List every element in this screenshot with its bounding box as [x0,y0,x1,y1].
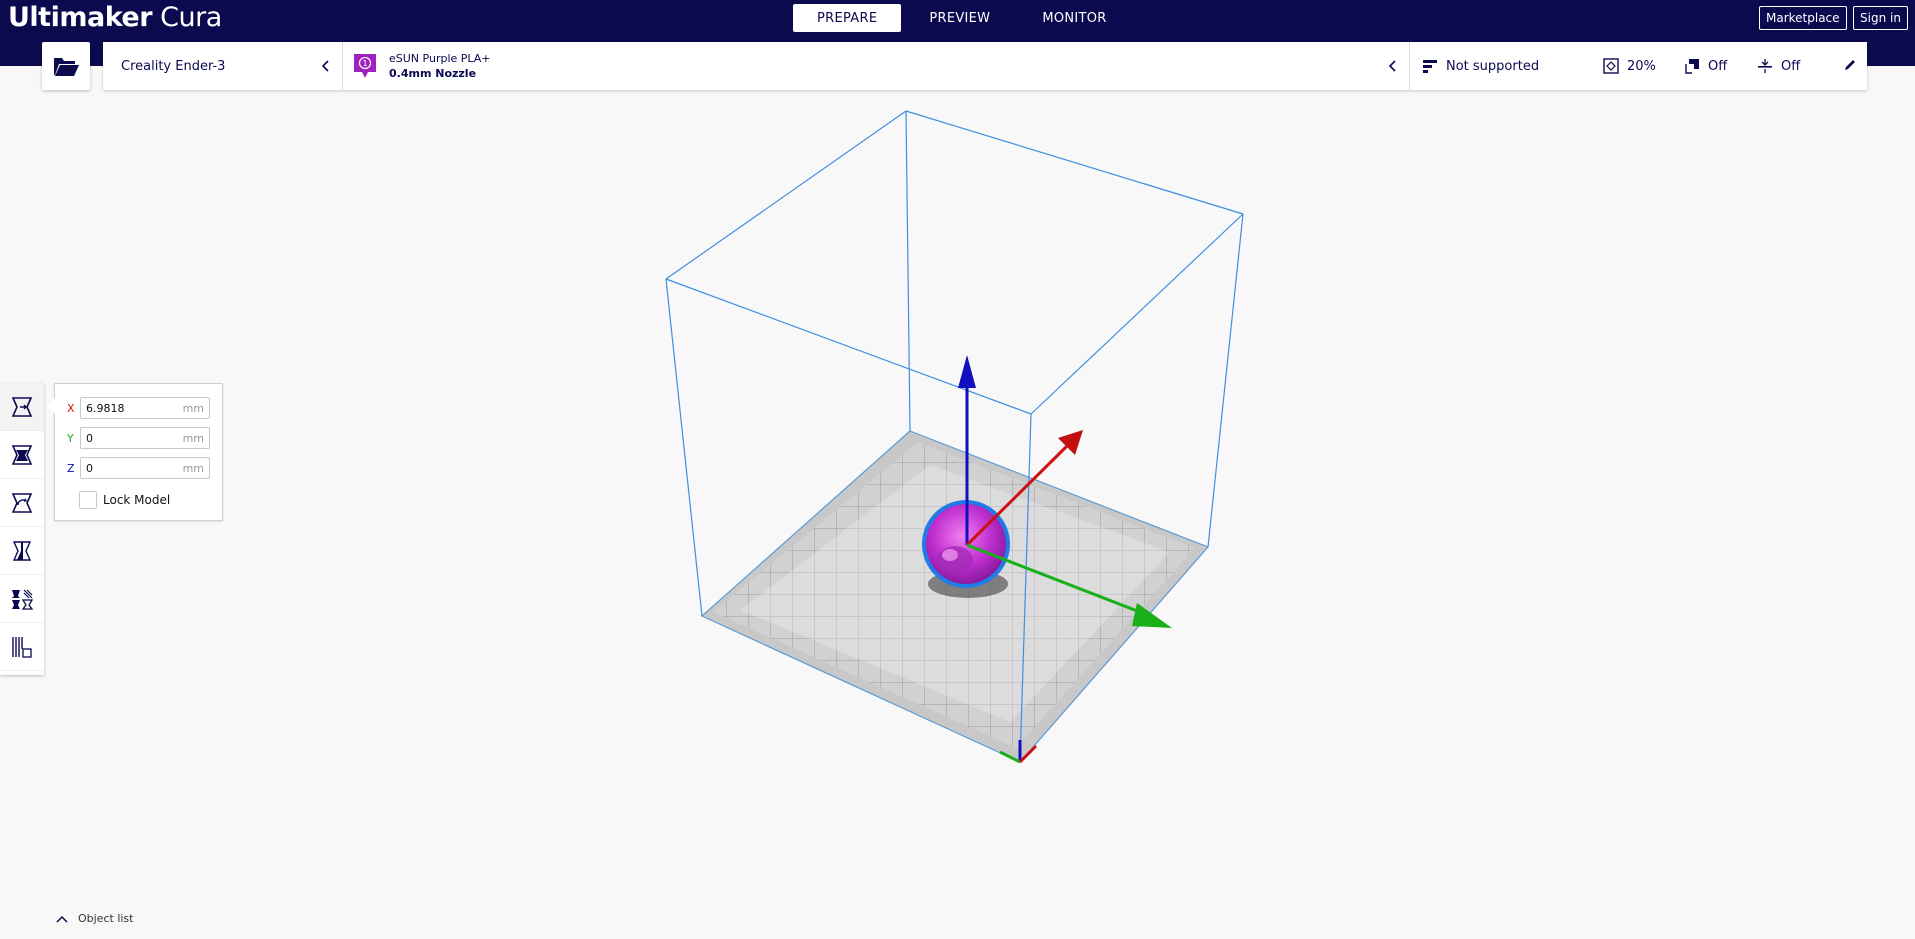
move-tool[interactable] [0,383,44,431]
support-value: Off [1708,58,1728,74]
profile-icon [1423,60,1437,73]
build-volume-outline [665,110,1244,763]
support-status: Not supported [1422,42,1539,90]
x-position-input[interactable]: 6.9818 mm [80,397,210,419]
marketplace-button[interactable]: Marketplace [1759,6,1847,30]
build-volume-viewport[interactable] [0,90,1915,920]
y-unit-label: mm [182,431,204,445]
tab-preview[interactable]: PREVIEW [929,10,991,26]
support-status-label: Not supported [1446,58,1540,74]
move-icon [11,396,33,417]
adhesion-value: Off [1781,58,1801,74]
rotate-tool[interactable] [0,479,44,527]
extruder-badge-icon: 1 [354,54,376,78]
material-info: eSUN Purple PLA+ 0.4mm Nozzle [389,51,491,81]
tab-monitor[interactable]: MONITOR [1042,10,1107,26]
scale-icon [11,444,33,465]
printer-selector[interactable]: Creality Ender-3 [103,42,343,90]
scale-tool[interactable] [0,431,44,479]
chevron-left-icon [1388,60,1396,72]
object-list-label: Object list [78,912,134,925]
move-gizmo[interactable] [958,355,1172,628]
nozzle-size: 0.4mm Nozzle [389,67,477,80]
sign-in-button[interactable]: Sign in [1853,6,1908,30]
infill-value: 20% [1627,58,1656,74]
support-blocker-icon [12,636,32,658]
y-axis-label: Y [67,431,74,445]
stage-tabs: PREPARE PREVIEW MONITOR [793,4,1131,32]
app-logo: Ultimaker Cura [8,2,222,34]
adhesion-setting: Off [1757,42,1800,90]
z-position-row: Z 0 mm [67,457,210,479]
y-position-value: 0 [86,431,93,445]
infill-setting: 20% [1603,42,1656,90]
chevron-left-icon [321,60,329,72]
tab-prepare[interactable]: PREPARE [793,4,902,32]
x-axis-label: X [67,401,75,415]
pencil-icon[interactable] [1843,58,1857,72]
mirror-icon [12,540,32,561]
x-position-row: X 6.9818 mm [67,397,210,419]
print-setup-bar: Creality Ender-3 1 eSUN Purple PLA+ 0.4m… [103,42,1867,90]
lock-model-label: Lock Model [103,493,171,507]
chevron-up-icon [56,915,68,923]
y-position-row: Y 0 mm [67,427,210,449]
z-axis-label: Z [67,461,75,475]
folder-open-icon [54,58,79,76]
per-model-settings-icon [12,589,34,610]
lock-model-row: Lock Model [79,491,170,509]
x-unit-label: mm [182,401,204,415]
mirror-tool[interactable] [0,527,44,575]
open-file-button[interactable] [42,42,90,90]
print-settings-selector[interactable]: Not supported 20% Off Off [1410,42,1867,90]
z-position-input[interactable]: 0 mm [80,457,210,479]
logo-brand: Ultimaker [8,2,153,33]
per-model-settings-tool[interactable] [0,575,44,623]
support-blocker-tool[interactable] [0,623,44,671]
logo-product: Cura [160,2,222,33]
object-list-toggle[interactable]: Object list [56,912,133,925]
adhesion-icon [1758,59,1772,73]
z-position-value: 0 [86,461,93,475]
x-position-value: 6.9818 [86,401,125,415]
origin-axes [999,740,1038,764]
lock-model-checkbox[interactable] [79,491,97,509]
z-unit-label: mm [182,461,204,475]
tool-panel [0,383,44,675]
extruder-number: 1 [362,59,367,68]
y-position-input[interactable]: 0 mm [80,427,210,449]
support-setting: Off [1684,42,1727,90]
material-name: eSUN Purple PLA+ [389,52,491,65]
rotate-icon [11,492,33,513]
support-icon [1685,59,1699,74]
material-selector[interactable]: 1 eSUN Purple PLA+ 0.4mm Nozzle [343,42,1410,90]
infill-icon [1603,58,1619,74]
printer-name: Creality Ender-3 [121,58,226,74]
move-tool-panel: X 6.9818 mm Y 0 mm Z 0 mm Lock Model [47,383,223,521]
panel-pointer [47,398,55,414]
